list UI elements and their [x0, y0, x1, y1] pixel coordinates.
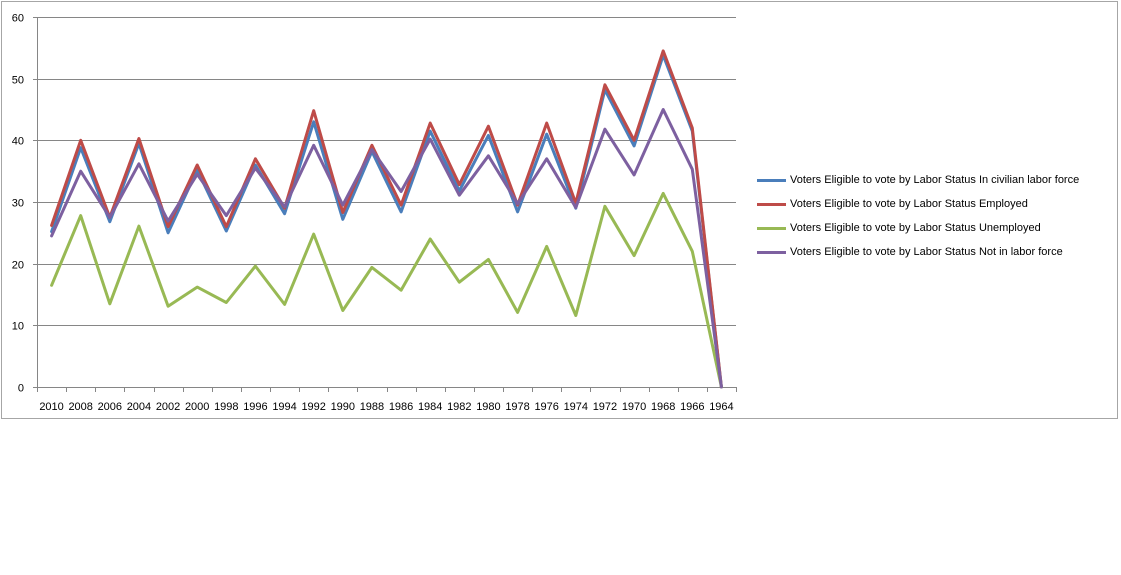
x-tick-label: 1978 [505, 401, 529, 413]
x-tick-label: 1968 [651, 401, 675, 413]
legend-label: Voters Eligible to vote by Labor Status … [790, 198, 1028, 210]
x-tick-label: 2010 [39, 401, 63, 413]
series-line-1 [50, 53, 723, 389]
x-tick-label: 1990 [331, 401, 355, 413]
chart-area: 0 10 20 30 40 50 60 2010 2008 2006 2004 2002 2000 199… [1, 1, 1118, 419]
y-tick-label: 60 [12, 13, 24, 25]
y-tick-label: 50 [12, 75, 24, 87]
legend-label: Voters Eligible to vote by Labor Status … [790, 174, 1080, 186]
series-line-2 [50, 49, 723, 389]
x-tick-label: 1988 [360, 401, 384, 413]
series-line-3 [50, 191, 723, 389]
y-tick-label: 20 [12, 260, 24, 272]
series-line-4 [50, 108, 723, 389]
x-tick-label: 1970 [622, 401, 646, 413]
axes [33, 17, 737, 392]
x-tick-label: 1996 [243, 401, 267, 413]
legend-swatch [757, 250, 786, 254]
legend-label: Voters Eligible to vote by Labor Status … [790, 246, 1063, 258]
x-tick-label: 1994 [272, 401, 296, 413]
x-tick-label: 2002 [156, 401, 180, 413]
legend-item: Voters Eligible to vote by Labor Status … [757, 240, 1079, 264]
legend-swatch [757, 226, 786, 230]
x-tick-label: 1986 [389, 401, 413, 413]
x-tick-label: 1998 [214, 401, 238, 413]
y-tick-label: 30 [12, 198, 24, 210]
legend: Voters Eligible to vote by Labor Status … [757, 168, 1079, 264]
y-tick-label: 10 [12, 321, 24, 333]
legend-item: Voters Eligible to vote by Labor Status … [757, 216, 1079, 240]
legend-swatch [757, 178, 786, 182]
x-tick-label: 2008 [68, 401, 92, 413]
x-tick-label: 1964 [709, 401, 733, 413]
x-tick-label: 1974 [564, 401, 588, 413]
x-tick-label: 2004 [127, 401, 151, 413]
legend-swatch [757, 202, 786, 206]
legend-label: Voters Eligible to vote by Labor Status … [790, 222, 1041, 234]
x-tick-label: 1972 [593, 401, 617, 413]
x-tick-label: 1980 [476, 401, 500, 413]
legend-item: Voters Eligible to vote by Labor Status … [757, 168, 1079, 192]
x-tick-label: 2000 [185, 401, 209, 413]
x-tick-label: 1976 [534, 401, 558, 413]
x-tick-label: 1992 [301, 401, 325, 413]
y-tick-label: 0 [18, 383, 24, 395]
x-tick-label: 1984 [418, 401, 442, 413]
x-tick-label: 2006 [98, 401, 122, 413]
legend-item: Voters Eligible to vote by Labor Status … [757, 192, 1079, 216]
series-lines [50, 49, 723, 389]
plot-svg: 0 10 20 30 40 50 60 2010 2008 2006 2004 2002 2000 199… [12, 13, 737, 414]
x-tick-label: 1966 [680, 401, 704, 413]
tick-labels: 0 10 20 30 40 50 60 2010 2008 2006 2004 2002 2000 199… [12, 13, 734, 414]
y-tick-label: 40 [12, 136, 24, 148]
x-tick-label: 1982 [447, 401, 471, 413]
